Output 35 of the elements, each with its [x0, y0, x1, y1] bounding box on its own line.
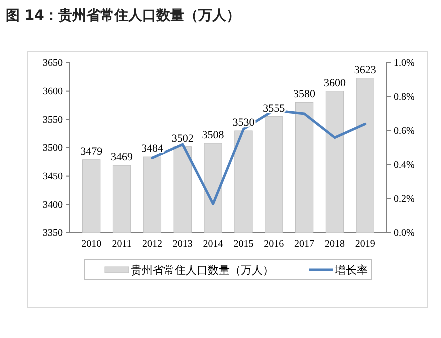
- x-tick-label: 2011: [112, 239, 132, 250]
- x-tick-label: 2013: [172, 239, 193, 250]
- y-tick-label: 3350: [43, 228, 63, 240]
- legend-label: 增长率: [334, 264, 368, 277]
- y-tick-label: 3500: [43, 143, 63, 154]
- data-label: 3600: [324, 77, 346, 90]
- legend-label: 贵州省常住人口数量（万人）: [131, 264, 274, 277]
- y2-tick-label: 0.0%: [394, 228, 415, 240]
- data-label: 3484: [141, 143, 164, 156]
- data-label: 3508: [202, 129, 225, 142]
- chart-title: 图 14：贵州省常住人口数量（万人）: [6, 8, 240, 24]
- x-tick-label: 2016: [264, 239, 284, 250]
- y-tick-label: 3550: [43, 114, 63, 126]
- y2-tick-label: 0.2%: [394, 194, 415, 206]
- data-label: 3479: [80, 146, 104, 158]
- x-tick-label: 2018: [324, 239, 345, 250]
- y-tick-label: 3400: [43, 200, 63, 211]
- y2-tick-label: 1.0%: [394, 58, 415, 70]
- x-tick-label: 2012: [142, 239, 162, 250]
- y2-tick-label: 0.6%: [394, 126, 415, 138]
- y-tick-label: 3600: [43, 86, 63, 98]
- y-tick-label: 3450: [43, 172, 63, 183]
- x-tick-label: 2017: [294, 239, 315, 250]
- y2-tick-label: 0.4%: [394, 160, 415, 172]
- y-tick-label: 3650: [43, 58, 63, 70]
- y2-tick-label: 0.8%: [394, 92, 415, 104]
- x-tick-label: 2014: [203, 239, 224, 250]
- data-label: 3502: [172, 132, 194, 145]
- x-tick-label: 2015: [234, 239, 254, 250]
- x-tick-label: 2019: [355, 239, 376, 250]
- data-label: 3469: [111, 152, 134, 164]
- data-label: 3580: [294, 88, 316, 101]
- x-tick-label: 2010: [82, 239, 102, 250]
- data-label: 3530: [232, 117, 256, 129]
- data-label: 3623: [354, 64, 377, 76]
